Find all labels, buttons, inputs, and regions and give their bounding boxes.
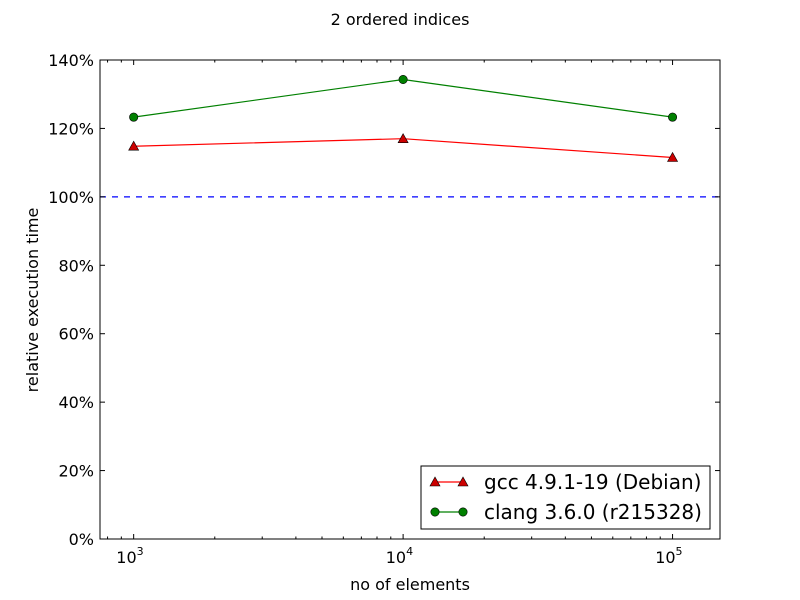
legend-box (420, 465, 711, 530)
x-tick-label-exponent: 4 (406, 545, 413, 558)
chart-title: 2 ordered indices (331, 10, 470, 29)
legend-label: clang 3.6.0 (r215328) (484, 500, 702, 524)
x-tick-label-exponent: 5 (676, 545, 683, 558)
legend-marker (458, 507, 468, 517)
x-tick-label: 10 3 (116, 545, 143, 567)
y-tick-label: 80% (58, 256, 94, 275)
x-tick-label-exponent: 3 (137, 545, 144, 558)
legend-marker (457, 476, 469, 487)
legend-marker (430, 507, 440, 517)
x-tick-label-base: 10 (655, 548, 675, 567)
y-tick-label: 140% (48, 51, 94, 70)
x-tick-label: 10 4 (386, 545, 413, 567)
series-line-2 (133, 78, 673, 118)
y-tick-label: 20% (58, 462, 94, 481)
legend: gcc 4.9.1-19 (Debian) clang 3.6.0 (r21532… (420, 465, 711, 530)
y-axis-label: relative execution time (23, 208, 42, 393)
data-point (667, 151, 679, 162)
data-point (397, 133, 409, 143)
axes-frame (99, 59, 721, 540)
x-tick-label-base: 10 (386, 548, 406, 567)
data-point (128, 140, 140, 151)
legend-marker (429, 476, 441, 487)
x-axis-label: no of elements (350, 575, 470, 594)
data-point (398, 75, 408, 85)
y-tick-label: 0% (69, 530, 94, 549)
y-tick-label: 100% (48, 188, 94, 207)
y-tick-label: 120% (48, 119, 94, 138)
legend-label: gcc 4.9.1-19 (Debian) (484, 470, 701, 494)
data-point (668, 112, 678, 122)
y-tick-label: 60% (58, 325, 94, 344)
plot-area: 0%20%40%60%80%100%120%140%10 3 10 4 10 5 (48, 51, 721, 567)
data-point (129, 112, 139, 122)
y-tick-label: 40% (58, 393, 94, 412)
x-tick-label-base: 10 (116, 548, 136, 567)
x-tick-label: 10 5 (655, 545, 682, 567)
